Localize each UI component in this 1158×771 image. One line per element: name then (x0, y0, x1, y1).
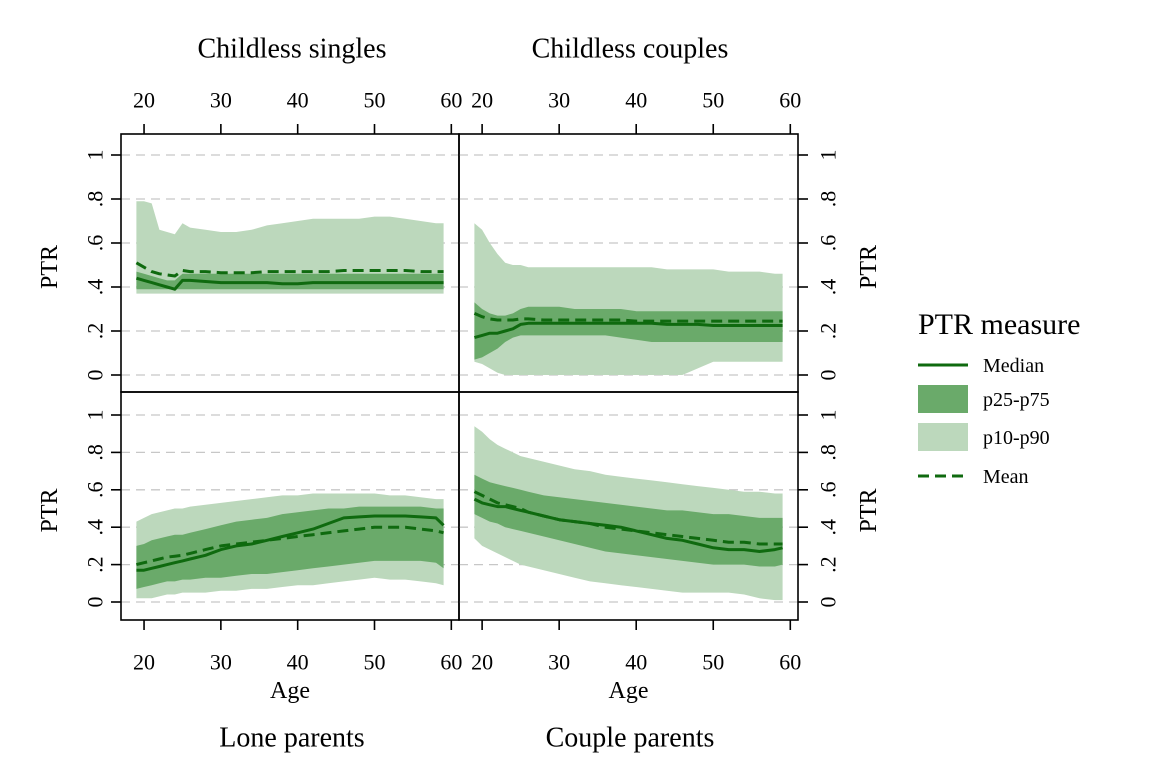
legend-swatch-p10-p90 (918, 423, 968, 451)
x-tick-label-1: 30 (548, 88, 570, 113)
y-tick-label-1: .2 (816, 323, 841, 340)
panel-title: Lone parents (219, 723, 364, 754)
legend-title: PTR measure (918, 308, 1080, 341)
line-mean (135, 261, 444, 278)
panel-title: Childless singles (197, 34, 386, 65)
x-tick-label-3: 50 (702, 88, 724, 113)
x-tick-label-2: 40 (287, 650, 309, 675)
y-tick-label-0: 0 (83, 370, 108, 381)
x-tick-label-1: 30 (210, 88, 232, 113)
x-axis-title: Age (270, 678, 310, 704)
x-tick-label-0: 20 (133, 88, 155, 113)
line-median (473, 321, 783, 340)
x-tick-label-3: 50 (702, 650, 724, 675)
legend-label-p25-p75: p25-p75 (983, 389, 1050, 411)
y-tick-label-3: .6 (816, 482, 841, 499)
x-tick-label-2: 40 (625, 650, 647, 675)
legend-swatch-p25-p75 (918, 385, 968, 413)
x-axis-title: Age (609, 678, 649, 704)
panel-lone-parents: 0 .2 .4 .6 .8 1 PTR 20 30 40 50 60 Age Lone parents (37, 391, 462, 754)
panel-title: Childless couples (532, 34, 729, 65)
y-axis-title: PTR (856, 488, 882, 532)
y-tick-label-5: 1 (83, 150, 108, 161)
x-tick-label-4: 60 (440, 88, 462, 113)
y-tick-label-0: 0 (83, 597, 108, 608)
plot-frame (458, 391, 799, 621)
band-p25-p75 (474, 474, 783, 567)
y-tick-label-2: .4 (816, 519, 841, 536)
y-axis-title: PTR (856, 245, 882, 289)
band-p10-p90 (474, 223, 783, 375)
panel-childless-singles: 0 .2 .4 .6 .8 1 PTR 20 30 40 50 60 Childless singles (37, 34, 462, 393)
x-tick-label-0: 20 (471, 88, 493, 113)
line-median (473, 497, 783, 553)
y-tick-label-2: .4 (83, 519, 108, 536)
legend-label-median: Median (983, 355, 1044, 377)
legend: PTR measure Median p25-p75 p10-p90 Mean (918, 308, 1080, 488)
y-axis-title: PTR (37, 488, 63, 532)
y-tick-label-2: .4 (83, 279, 108, 296)
band-p25-p75 (136, 271, 444, 290)
x-tick-label-2: 40 (625, 88, 647, 113)
line-mean (473, 312, 783, 323)
y-tick-label-2: .4 (816, 279, 841, 296)
panel-childless-couples: 0 .2 .4 .6 .8 1 PTR 20 30 40 50 60 Childless couples (458, 34, 882, 393)
y-tick-label-3: .6 (83, 482, 108, 499)
band-p10-p90 (136, 201, 444, 294)
y-tick-label-5: 1 (816, 410, 841, 421)
x-tick-label-0: 20 (133, 650, 155, 675)
legend-label-p10-p90: p10-p90 (983, 427, 1050, 449)
y-tick-label-1: .2 (816, 556, 841, 573)
y-tick-label-4: .8 (816, 444, 841, 461)
line-mean (473, 490, 783, 546)
x-tick-label-2: 40 (287, 88, 309, 113)
y-tick-label-4: .8 (83, 444, 108, 461)
x-tick-label-3: 50 (364, 88, 386, 113)
y-tick-label-4: .8 (816, 191, 841, 208)
y-tick-label-3: .6 (83, 235, 108, 252)
y-axis-title: PTR (37, 245, 63, 289)
legend-label-mean: Mean (983, 466, 1029, 488)
y-tick-label-5: 1 (83, 410, 108, 421)
y-tick-label-1: .2 (83, 323, 108, 340)
x-tick-label-4: 60 (779, 650, 801, 675)
x-tick-label-3: 50 (364, 650, 386, 675)
x-tick-label-0: 20 (471, 650, 493, 675)
x-tick-label-4: 60 (440, 650, 462, 675)
panels: 0 .2 .4 .6 .8 1 PTR 20 30 40 50 60 Childless singles… (37, 34, 882, 754)
x-tick-label-1: 30 (548, 650, 570, 675)
panel-title: Couple parents (546, 723, 715, 754)
x-tick-label-4: 60 (779, 88, 801, 113)
line-median (135, 276, 444, 291)
y-tick-label-0: 0 (816, 597, 841, 608)
y-tick-label-5: 1 (816, 150, 841, 161)
band-p25-p75 (474, 302, 783, 360)
panel-couple-parents: 0 .2 .4 .6 .8 1 PTR 20 30 40 50 60 Age Couple parents (458, 391, 882, 754)
line-median (136, 514, 445, 572)
band-p25-p75 (136, 506, 444, 589)
line-mean (136, 525, 444, 567)
y-tick-label-4: .8 (83, 191, 108, 208)
y-tick-label-0: 0 (816, 370, 841, 381)
y-tick-label-3: .6 (816, 235, 841, 252)
y-tick-label-1: .2 (83, 556, 108, 573)
x-tick-label-1: 30 (210, 650, 232, 675)
